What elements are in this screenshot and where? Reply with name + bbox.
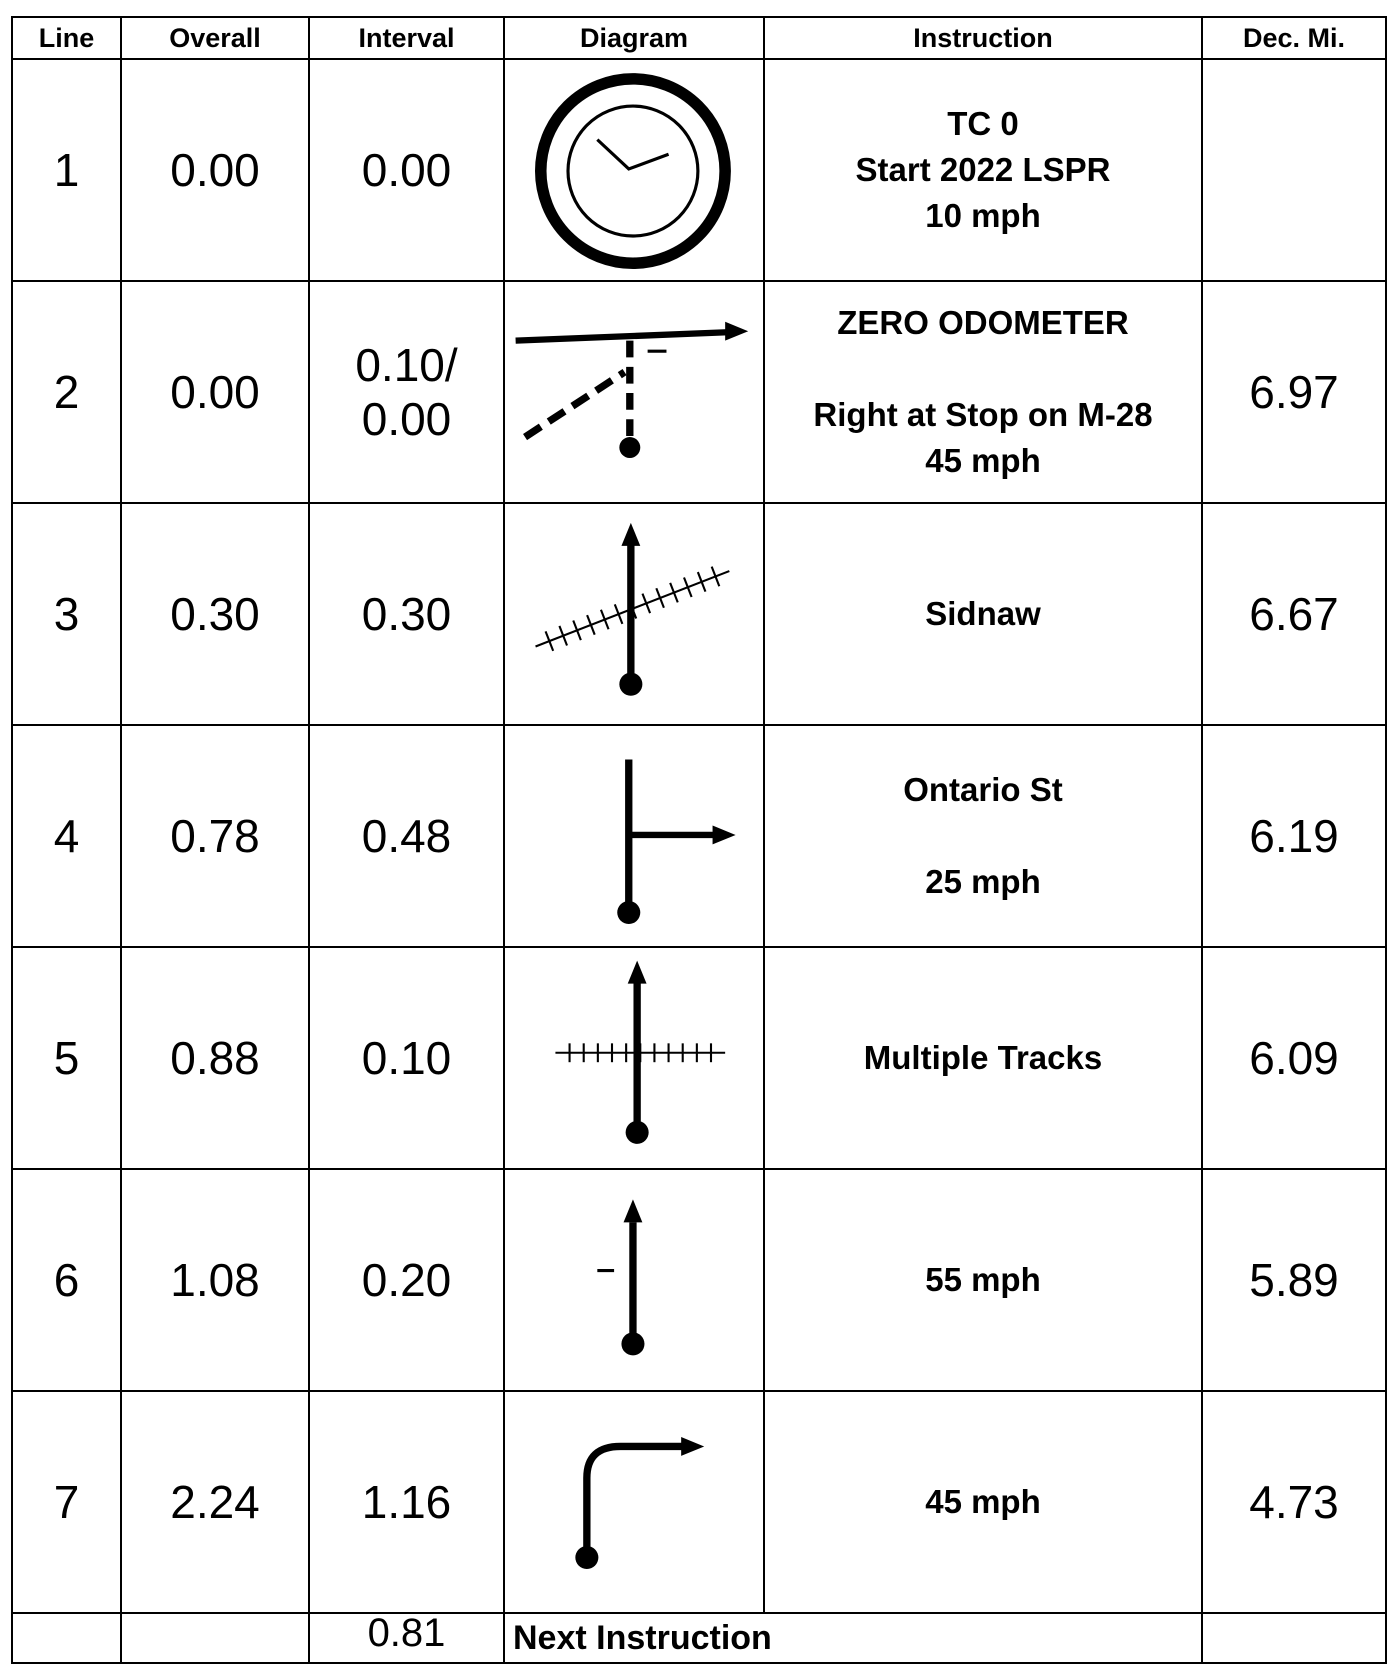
- row: 1 0.00 0.00 TC 0 Start 2022 LSPR 10 mph: [11, 58, 1387, 282]
- next-row: 0.81 Next Instruction: [11, 1612, 1387, 1664]
- interval: 0.10: [308, 946, 505, 1170]
- diagram-icon: [617, 759, 736, 924]
- overall: 0.78: [120, 724, 310, 948]
- interval-line: 0.10: [361, 1032, 452, 1084]
- roadbook-table: Line Overall Interval Diagram Instructio…: [11, 16, 1387, 1664]
- dec-mi: 6.19: [1201, 724, 1387, 948]
- overall: 0.88: [120, 946, 310, 1170]
- interval-line: 0.00: [361, 393, 452, 445]
- instruction: TC 0 Start 2022 LSPR 10 mph: [763, 58, 1203, 282]
- interval-line: 0.48: [361, 810, 452, 862]
- instruction: Multiple Tracks: [763, 946, 1203, 1170]
- dec-mi: 6.09: [1201, 946, 1387, 1170]
- diagram-icon: [575, 1437, 705, 1570]
- instruction-line: 45 mph: [925, 442, 1041, 479]
- row: 5 0.88 0.10 Multiple Tracks 6.09: [11, 946, 1387, 1170]
- header-cell: Instruction: [763, 16, 1203, 60]
- line-number: 2: [11, 280, 122, 504]
- interval: 0.00: [308, 58, 505, 282]
- overall: 0.00: [120, 58, 310, 282]
- dec-mi: 5.89: [1201, 1168, 1387, 1392]
- interval: 0.10/0.00: [308, 280, 505, 504]
- instruction: 55 mph: [763, 1168, 1203, 1392]
- interval-line: 0.20: [361, 1254, 452, 1306]
- instruction-line: Right at Stop on M-28: [813, 396, 1153, 433]
- cell: [11, 1612, 122, 1664]
- instruction-line: 25 mph: [925, 863, 1041, 900]
- header-cell: Dec. Mi.: [1201, 16, 1387, 60]
- table-body: 1 0.00 0.00 TC 0 Start 2022 LSPR 10 mph 2 0.00 0…: [11, 58, 1387, 1664]
- instruction-line: 10 mph: [925, 197, 1041, 234]
- diagram: [503, 1168, 765, 1392]
- instruction-line: Start 2022 LSPR: [855, 151, 1111, 188]
- header-cell: Overall: [120, 16, 310, 60]
- instruction: Sidnaw: [763, 502, 1203, 726]
- instruction-line: 45 mph: [925, 1483, 1041, 1520]
- line-number: 7: [11, 1390, 122, 1614]
- instruction-line: Ontario St: [903, 771, 1063, 808]
- interval-line: 0.00: [361, 144, 452, 196]
- line-number: 4: [11, 724, 122, 948]
- row: 4 0.78 0.48 Ontario St 25 mph 6.19: [11, 724, 1387, 948]
- header-row: Line Overall Interval Diagram Instructio…: [11, 16, 1387, 60]
- interval: 0.30: [308, 502, 505, 726]
- interval: 0.48: [308, 724, 505, 948]
- header-cell: Interval: [308, 16, 505, 60]
- diagram: [503, 1390, 765, 1614]
- instruction-line: Sidnaw: [925, 595, 1041, 632]
- diagram: [503, 58, 765, 282]
- diagram: [503, 724, 765, 948]
- overall: 0.30: [120, 502, 310, 726]
- line-number: 6: [11, 1168, 122, 1392]
- interval: 0.20: [308, 1168, 505, 1392]
- interval-line: 0.30: [361, 588, 452, 640]
- overall: 2.24: [120, 1390, 310, 1614]
- diagram-icon: [597, 1199, 645, 1356]
- line-number: 3: [11, 502, 122, 726]
- dec-mi: 6.67: [1201, 502, 1387, 726]
- instruction-line: 55 mph: [925, 1261, 1041, 1298]
- overall: 0.00: [120, 280, 310, 504]
- dec-mi: 6.97: [1201, 280, 1387, 504]
- instruction-line: ZERO ODOMETER: [837, 304, 1129, 341]
- line-number: 1: [11, 58, 122, 282]
- row: 6 1.08 0.20 55 mph 5.89: [11, 1168, 1387, 1392]
- interval: 0.81: [308, 1612, 505, 1664]
- diagram: [503, 280, 765, 504]
- diagram-icon: [555, 960, 726, 1144]
- interval: 1.16: [308, 1390, 505, 1614]
- header-cell: Diagram: [503, 16, 765, 60]
- instruction: Next Instruction: [503, 1612, 1203, 1664]
- instruction-line: Multiple Tracks: [863, 1039, 1103, 1076]
- interval-line: 1.16: [361, 1476, 452, 1528]
- diagram-icon: [515, 321, 749, 458]
- cell: [120, 1612, 310, 1664]
- instruction: 45 mph: [763, 1390, 1203, 1614]
- diagram: [503, 502, 765, 726]
- header-cell: Line: [11, 16, 122, 60]
- diagram-icon: [535, 522, 730, 696]
- dec-mi: [1201, 58, 1387, 282]
- instruction: Ontario St 25 mph: [763, 724, 1203, 948]
- line-number: 5: [11, 946, 122, 1170]
- row: 2 0.00 0.10/0.00 ZERO ODOMETER Right at Stop…: [11, 280, 1387, 504]
- cell: [1201, 1612, 1387, 1664]
- overall: 1.08: [120, 1168, 310, 1392]
- instruction-line: TC 0: [947, 105, 1019, 142]
- dec-mi: 4.73: [1201, 1390, 1387, 1614]
- diagram-icon: [535, 73, 731, 269]
- row: 7 2.24 1.16 45 mph 4.73: [11, 1390, 1387, 1614]
- instruction: ZERO ODOMETER Right at Stop on M-28 45 mph: [763, 280, 1203, 504]
- interval-line: 0.10/: [355, 339, 458, 391]
- diagram: [503, 946, 765, 1170]
- row: 3 0.30 0.30 Sidnaw 6.67: [11, 502, 1387, 726]
